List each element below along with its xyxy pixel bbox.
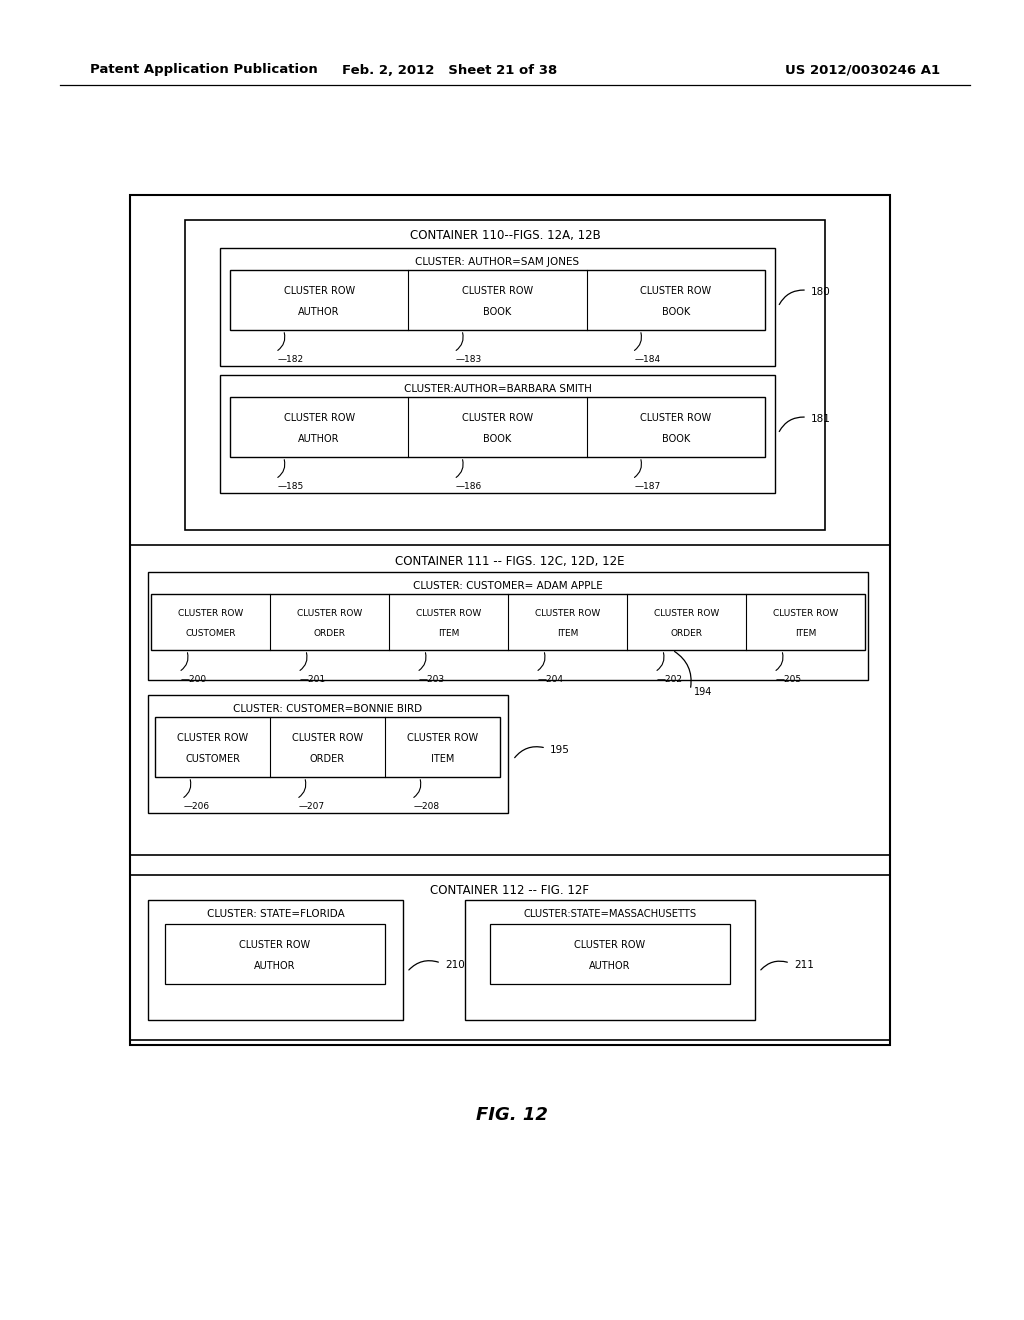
Text: CLUSTER ROW: CLUSTER ROW xyxy=(297,609,362,618)
Text: CLUSTER ROW: CLUSTER ROW xyxy=(284,413,354,422)
Text: —187: —187 xyxy=(634,482,660,491)
Text: —207: —207 xyxy=(299,803,325,810)
Text: —202: —202 xyxy=(656,675,683,684)
Text: CLUSTER ROW: CLUSTER ROW xyxy=(640,286,712,296)
Text: —183: —183 xyxy=(456,355,482,364)
Text: AUTHOR: AUTHOR xyxy=(589,961,631,972)
Text: 180: 180 xyxy=(811,288,830,297)
Text: CONTAINER 110--FIGS. 12A, 12B: CONTAINER 110--FIGS. 12A, 12B xyxy=(410,230,600,243)
Bar xyxy=(230,397,765,457)
Text: US 2012/0030246 A1: US 2012/0030246 A1 xyxy=(784,63,940,77)
Text: —182: —182 xyxy=(278,355,304,364)
Text: —208: —208 xyxy=(414,803,439,810)
Text: CLUSTER ROW: CLUSTER ROW xyxy=(574,940,645,950)
Text: —204: —204 xyxy=(538,675,563,684)
Text: 210: 210 xyxy=(445,960,465,970)
Text: CLUSTER: CUSTOMER= ADAM APPLE: CLUSTER: CUSTOMER= ADAM APPLE xyxy=(413,581,603,591)
Bar xyxy=(130,195,890,1045)
Text: 181: 181 xyxy=(811,414,830,424)
Bar xyxy=(155,717,500,777)
Text: FIG. 12: FIG. 12 xyxy=(476,1106,548,1125)
Text: —206: —206 xyxy=(183,803,210,810)
Text: —203: —203 xyxy=(419,675,444,684)
Bar xyxy=(148,572,868,680)
Bar xyxy=(220,375,775,492)
Text: CLUSTER ROW: CLUSTER ROW xyxy=(292,733,364,743)
Text: CLUSTER ROW: CLUSTER ROW xyxy=(462,413,534,422)
Bar xyxy=(490,924,730,983)
Bar xyxy=(165,924,385,983)
Text: CLUSTER: AUTHOR=SAM JONES: CLUSTER: AUTHOR=SAM JONES xyxy=(416,257,580,267)
Bar xyxy=(130,875,890,1040)
Text: CLUSTER ROW: CLUSTER ROW xyxy=(416,609,481,618)
Text: —185: —185 xyxy=(278,482,304,491)
Bar xyxy=(130,545,890,855)
Text: CLUSTER ROW: CLUSTER ROW xyxy=(535,609,600,618)
Text: CUSTOMER: CUSTOMER xyxy=(185,628,236,638)
Text: ORDER: ORDER xyxy=(671,628,702,638)
Text: 194: 194 xyxy=(694,686,713,697)
Text: AUTHOR: AUTHOR xyxy=(298,434,340,444)
Text: ORDER: ORDER xyxy=(310,754,345,764)
Bar xyxy=(230,271,765,330)
Bar xyxy=(151,594,865,649)
Text: ITEM: ITEM xyxy=(438,628,459,638)
Text: CLUSTER ROW: CLUSTER ROW xyxy=(177,733,248,743)
Text: CLUSTER ROW: CLUSTER ROW xyxy=(407,733,478,743)
Text: —205: —205 xyxy=(776,675,802,684)
Text: —200: —200 xyxy=(180,675,207,684)
Text: CLUSTER ROW: CLUSTER ROW xyxy=(240,940,310,950)
Text: —184: —184 xyxy=(634,355,660,364)
Text: BOOK: BOOK xyxy=(483,434,512,444)
Text: CLUSTER ROW: CLUSTER ROW xyxy=(773,609,838,618)
Text: Feb. 2, 2012   Sheet 21 of 38: Feb. 2, 2012 Sheet 21 of 38 xyxy=(342,63,558,77)
Bar xyxy=(148,900,403,1020)
Text: CLUSTER:AUTHOR=BARBARA SMITH: CLUSTER:AUTHOR=BARBARA SMITH xyxy=(403,384,592,393)
Text: CLUSTER: STATE=FLORIDA: CLUSTER: STATE=FLORIDA xyxy=(207,909,344,919)
Text: —201: —201 xyxy=(300,675,326,684)
Text: AUTHOR: AUTHOR xyxy=(254,961,296,972)
Text: AUTHOR: AUTHOR xyxy=(298,308,340,317)
Text: ITEM: ITEM xyxy=(431,754,455,764)
Text: CONTAINER 112 -- FIG. 12F: CONTAINER 112 -- FIG. 12F xyxy=(430,884,590,898)
Text: CONTAINER 111 -- FIGS. 12C, 12D, 12E: CONTAINER 111 -- FIGS. 12C, 12D, 12E xyxy=(395,554,625,568)
Text: CLUSTER: CUSTOMER=BONNIE BIRD: CLUSTER: CUSTOMER=BONNIE BIRD xyxy=(233,704,423,714)
Text: —186: —186 xyxy=(456,482,482,491)
Text: ITEM: ITEM xyxy=(795,628,816,638)
Text: CLUSTER ROW: CLUSTER ROW xyxy=(462,286,534,296)
Text: CUSTOMER: CUSTOMER xyxy=(185,754,240,764)
Text: ORDER: ORDER xyxy=(313,628,345,638)
Text: 195: 195 xyxy=(550,744,570,755)
Text: Patent Application Publication: Patent Application Publication xyxy=(90,63,317,77)
Bar xyxy=(465,900,755,1020)
Text: BOOK: BOOK xyxy=(662,434,690,444)
Text: BOOK: BOOK xyxy=(483,308,512,317)
Bar xyxy=(220,248,775,366)
Text: CLUSTER ROW: CLUSTER ROW xyxy=(178,609,243,618)
Text: 211: 211 xyxy=(794,960,814,970)
Text: CLUSTER ROW: CLUSTER ROW xyxy=(284,286,354,296)
Text: CLUSTER ROW: CLUSTER ROW xyxy=(640,413,712,422)
Bar xyxy=(185,220,825,531)
Bar xyxy=(148,696,508,813)
Text: CLUSTER ROW: CLUSTER ROW xyxy=(654,609,719,618)
Text: CLUSTER:STATE=MASSACHUSETTS: CLUSTER:STATE=MASSACHUSETTS xyxy=(523,909,696,919)
Text: BOOK: BOOK xyxy=(662,308,690,317)
Text: ITEM: ITEM xyxy=(557,628,579,638)
